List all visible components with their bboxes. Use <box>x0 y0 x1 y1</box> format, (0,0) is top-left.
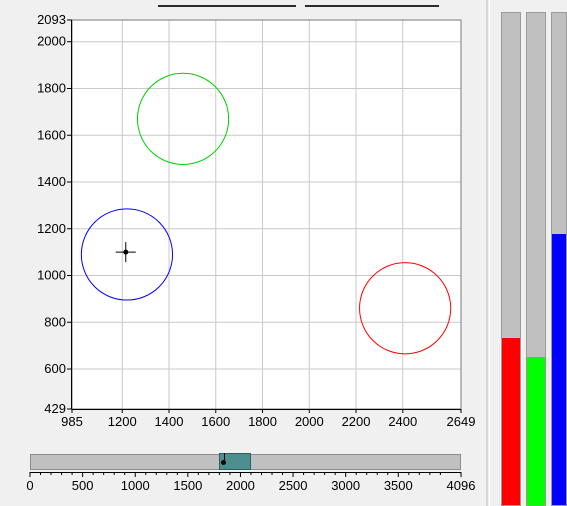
y-tick-label: 800 <box>44 314 66 329</box>
slider-thumb[interactable] <box>219 453 251 470</box>
x-tick-label: 2649 <box>447 414 476 429</box>
y-tick-label: 2093 <box>37 12 66 27</box>
y-tick-label: 1200 <box>37 221 66 236</box>
slider-tick-label: 3000 <box>331 478 360 493</box>
x-tick-label: 2200 <box>342 414 371 429</box>
target-circle <box>136 72 230 165</box>
x-tick-label: 1600 <box>201 414 230 429</box>
x-axis-ticks: 985 1200 1400 1600 1800 2000 2200 2400 2649 <box>61 409 475 429</box>
top-field-right <box>305 5 439 7</box>
x-tick-label: 2400 <box>388 414 417 429</box>
y-tick-label: 429 <box>44 401 66 416</box>
target-circle <box>359 262 452 355</box>
top-field-left <box>158 5 296 7</box>
plot-circles <box>80 72 452 355</box>
divider <box>486 0 488 506</box>
slider-tick-label: 4096 <box>447 478 476 493</box>
level-bar-track <box>551 12 567 506</box>
y-tick-label: 1600 <box>37 127 66 142</box>
grid <box>72 20 461 409</box>
level-bar-fill <box>527 357 545 505</box>
y-tick-label: 1000 <box>37 268 66 283</box>
plot-cursor[interactable] <box>115 242 136 263</box>
plot-axes <box>71 19 462 410</box>
slider-tick-label: 1500 <box>173 478 202 493</box>
y-tick-label: 1800 <box>37 80 66 95</box>
y-tick-label: 2000 <box>37 34 66 49</box>
x-tick-label: 985 <box>61 414 83 429</box>
slider-needle <box>223 453 225 460</box>
x-tick-label: 2000 <box>295 414 324 429</box>
slider-tick-label: 3500 <box>384 478 413 493</box>
x-tick-label: 1200 <box>108 414 137 429</box>
divider-highlight <box>489 0 490 506</box>
slider-tick-label: 2000 <box>226 478 255 493</box>
y-tick-label: 600 <box>44 361 66 376</box>
x-tick-label: 1800 <box>248 414 277 429</box>
x-tick-label: 1400 <box>155 414 184 429</box>
slider-knob-icon[interactable] <box>221 460 227 465</box>
level-bar-fill <box>552 234 566 505</box>
plot-area <box>72 20 461 409</box>
level-bar-track <box>501 12 521 506</box>
y-axis-ticks: 429 600 800 1000 1200 1400 1600 1800 2000 2093 <box>37 12 72 416</box>
y-tick-label: 1400 <box>37 174 66 189</box>
target-circle <box>80 208 174 301</box>
slider-scale: 0 500 1000 1500 2000 2500 3000 3500 4096 <box>26 472 475 493</box>
slider-tick-label: 0 <box>26 478 33 493</box>
level-bar-track <box>526 12 546 506</box>
slider-tick-label: 500 <box>72 478 94 493</box>
cursor-dot[interactable] <box>123 249 129 255</box>
slider-tick-label: 2500 <box>279 478 308 493</box>
level-bar-fill <box>502 337 520 505</box>
slider-tick-label: 1000 <box>121 478 150 493</box>
